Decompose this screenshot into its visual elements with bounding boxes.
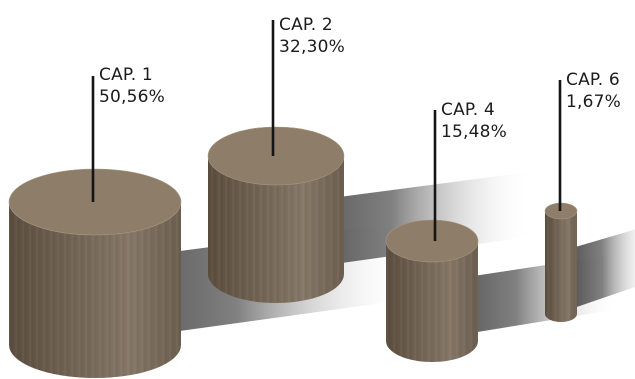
cylinder-cap-2 bbox=[208, 127, 344, 303]
label-name-cap-2: CAP. 2 bbox=[279, 15, 333, 35]
cylinder-top-cap-4 bbox=[386, 220, 478, 262]
cylinder-top-cap-1 bbox=[9, 169, 181, 235]
label-value-cap-1: 50,56% bbox=[99, 87, 165, 107]
cylinder-cap-6 bbox=[545, 203, 577, 322]
cylinder-cap-4 bbox=[386, 220, 478, 362]
cylinder-top-cap-2 bbox=[208, 127, 344, 185]
label-name-cap-1: CAP. 1 bbox=[99, 65, 153, 85]
label-value-cap-4: 15,48% bbox=[441, 122, 507, 142]
label-name-cap-6: CAP. 6 bbox=[566, 70, 620, 90]
label-value-cap-2: 32,30% bbox=[279, 37, 345, 57]
label-value-cap-6: 1,67% bbox=[566, 92, 621, 112]
cylinder-cap-1 bbox=[9, 169, 181, 378]
cylinder-texture-cap-6 bbox=[545, 211, 577, 322]
label-name-cap-4: CAP. 4 bbox=[441, 100, 495, 120]
